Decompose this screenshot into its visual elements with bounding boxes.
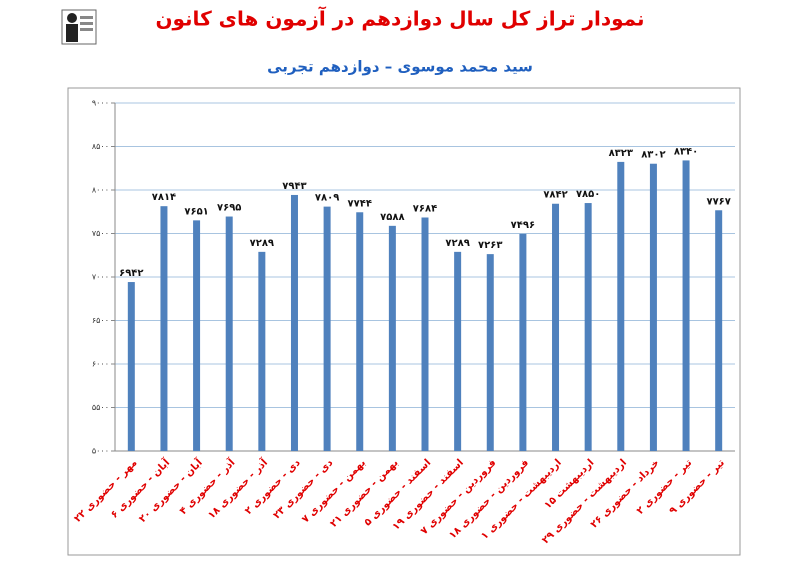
y-tick-label: ۵۵۰۰ [92,403,109,412]
chart-border [67,87,741,556]
bar [519,233,527,451]
y-tick-label: ۷۵۰۰ [92,229,109,238]
value-label: ۷۴۹۶ [511,220,535,231]
value-label: ۷۶۵۱ [184,206,208,217]
x-tick-label: ۶ آبان - حضوری [108,456,173,521]
bar [388,225,396,451]
bar [617,161,625,452]
y-tick-label: ۸۵۰۰ [92,142,109,151]
bar [258,251,266,451]
bar [356,212,364,451]
y-tick-label: ۶۰۰۰ [92,360,109,369]
bar [454,251,462,451]
logo [61,9,97,45]
chart-title: نمودار تراز کل سال دوازدهم در آزمون های … [155,6,644,31]
value-label: ۸۳۰۲ [641,150,665,161]
value-label: ۷۸۰۹ [315,193,339,204]
bar [160,206,168,451]
value-label: ۷۸۴۲ [543,190,567,201]
chart-subtitle: سید محمد موسوی – دوازدهم تجربی [267,58,533,76]
value-label: ۷۲۶۳ [478,240,502,251]
y-tick-label: ۸۰۰۰ [92,186,109,195]
value-label: ۸۳۲۳ [609,148,633,159]
value-label: ۷۷۴۴ [348,198,372,209]
y-tick-label: ۹۰۰۰ [92,99,109,108]
bar [649,163,657,451]
y-tick-label: ۷۰۰۰ [92,273,109,282]
bar [225,216,233,451]
bar [290,194,298,452]
bar [127,282,135,451]
value-label: ۷۶۹۵ [217,203,241,214]
value-label: ۷۶۸۴ [413,203,437,214]
value-label: ۷۲۸۹ [445,238,469,249]
bar [682,160,690,452]
y-tick-label: ۵۰۰۰ [92,447,109,456]
value-label: ۸۳۴۰ [674,146,698,157]
x-tick-label: ۱۸ آذر - حضوری [205,456,271,522]
value-label: ۷۵۸۸ [380,212,404,223]
bar [584,203,592,451]
bar [421,217,429,451]
value-label: ۷۸۵۰ [576,189,600,200]
bar [486,254,494,451]
value-label: ۷۷۶۷ [706,196,730,207]
value-label: ۷۹۴۳ [282,181,306,192]
x-tick-label: ۴ آذر - حضوری [176,456,237,517]
x-tick-label: ۲۳ دی - حضوری [271,457,335,521]
value-label: ۶۹۴۲ [119,268,143,279]
bar [323,206,331,451]
y-tick-label: ۶۵۰۰ [92,316,109,325]
value-label: ۷۸۱۴ [152,192,176,203]
bar [193,220,201,451]
bar [715,210,723,451]
bar [552,203,560,451]
value-label: ۷۲۸۹ [250,238,274,249]
